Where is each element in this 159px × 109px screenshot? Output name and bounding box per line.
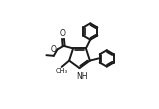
Text: O: O <box>51 45 56 54</box>
Text: CH₃: CH₃ <box>55 68 68 74</box>
Text: O: O <box>60 29 66 38</box>
Text: NH: NH <box>76 72 88 81</box>
